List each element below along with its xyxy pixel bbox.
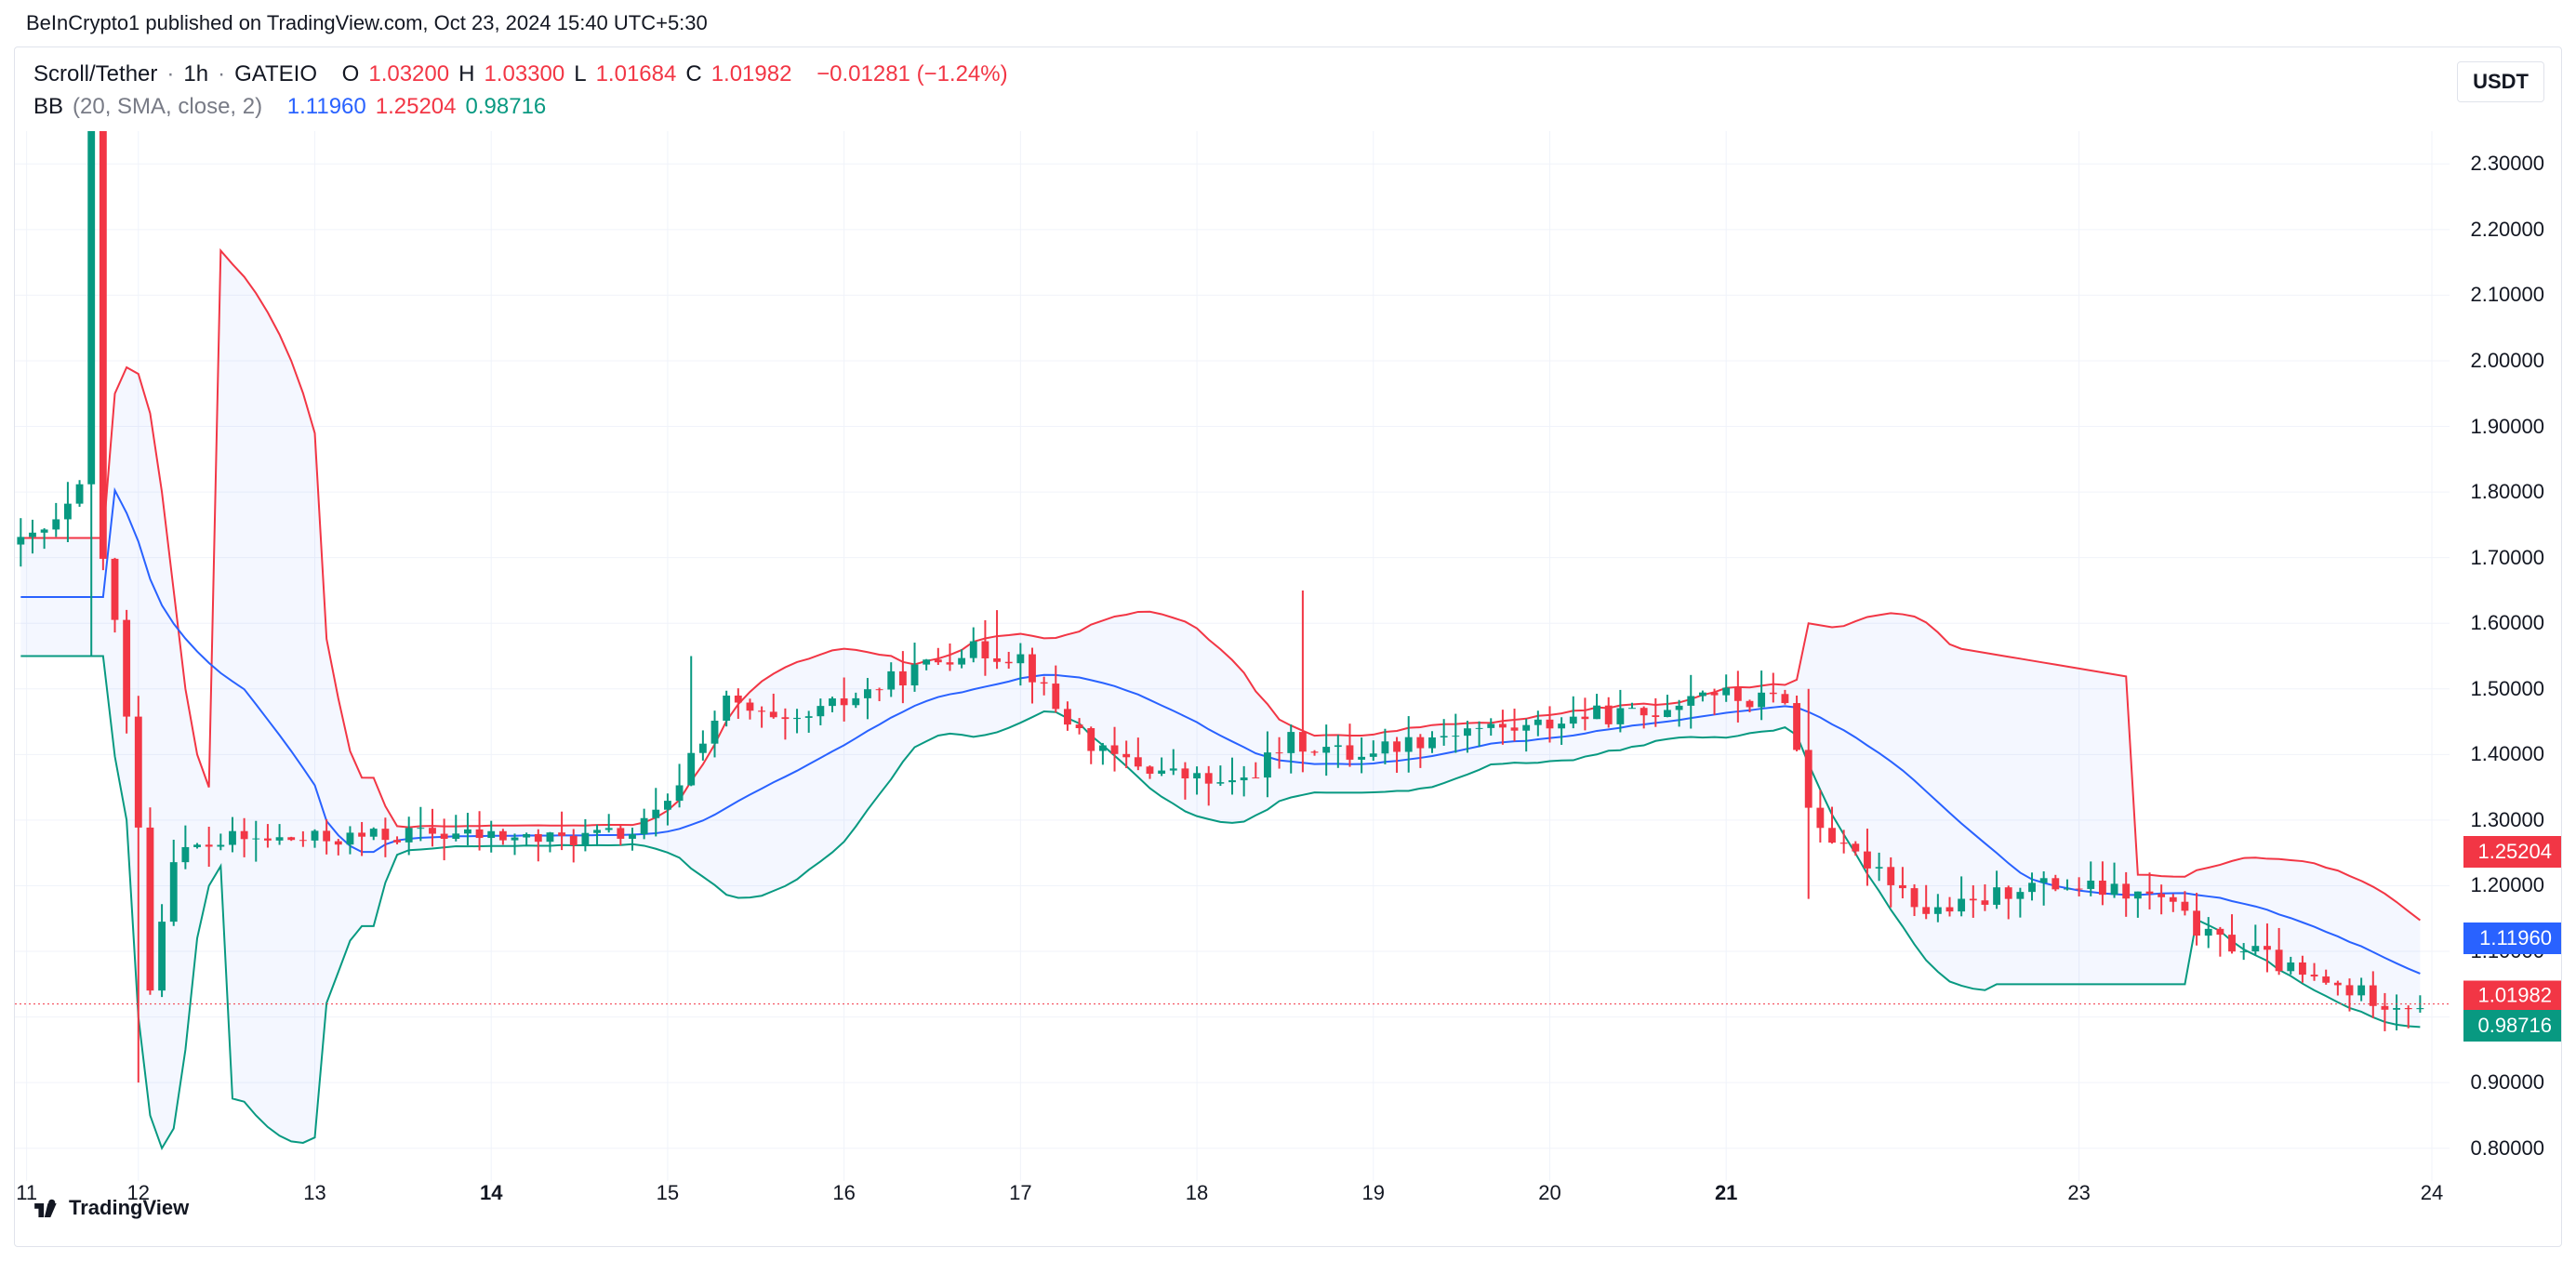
- y-tick: 1.40000: [2470, 742, 2544, 766]
- y-tick: 1.30000: [2470, 808, 2544, 832]
- y-tick: 1.50000: [2470, 677, 2544, 701]
- bb-lower-value: 0.98716: [466, 94, 547, 120]
- y-tick: 2.10000: [2470, 283, 2544, 307]
- x-tick: 17: [1009, 1181, 1031, 1205]
- y-tick: 2.20000: [2470, 218, 2544, 242]
- chart-container[interactable]: Scroll/Tether · 1h · GATEIO O1.03200 H1.…: [14, 46, 2562, 1247]
- attribution: BeInCrypto1 published on TradingView.com…: [26, 11, 708, 35]
- ohlc-o-value: 1.03200: [368, 61, 449, 87]
- bb-mid-value: 1.11960: [287, 94, 366, 120]
- ohlc-o-label: O: [342, 61, 360, 87]
- ohlc-l-label: L: [574, 61, 586, 87]
- x-tick: 19: [1362, 1181, 1385, 1205]
- y-tick: 1.20000: [2470, 873, 2544, 897]
- x-tick: 15: [657, 1181, 679, 1205]
- symbol-info-row: Scroll/Tether · 1h · GATEIO O 1.03200 H 1.…: [33, 61, 1008, 87]
- ohlc-h-label: H: [458, 61, 474, 87]
- y-tick: 1.90000: [2470, 415, 2544, 439]
- quote-currency-badge[interactable]: USDT: [2457, 61, 2544, 102]
- x-tick: 14: [480, 1181, 502, 1205]
- x-tick: 23: [2067, 1181, 2090, 1205]
- price-tag: 1.25204: [2463, 836, 2561, 868]
- ohlc-c-label: C: [685, 61, 701, 87]
- price-tag: 0.98716: [2463, 1010, 2561, 1042]
- ohlc-l-value: 1.01684: [596, 61, 677, 87]
- x-tick: 20: [1538, 1181, 1560, 1205]
- x-tick: 16: [832, 1181, 855, 1205]
- y-tick: 1.70000: [2470, 546, 2544, 570]
- ohlc-h-value: 1.03300: [484, 61, 564, 87]
- price-axis[interactable]: 0.800000.900001.000001.100001.200001.300…: [2450, 131, 2561, 1181]
- y-tick: 0.90000: [2470, 1070, 2544, 1095]
- exchange[interactable]: GATEIO: [234, 61, 317, 87]
- interval[interactable]: 1h: [183, 61, 208, 87]
- x-tick: 13: [303, 1181, 325, 1205]
- indicator-name[interactable]: BB: [33, 94, 63, 120]
- dot-sep: ·: [166, 61, 174, 87]
- price-tag: 1.11960: [2463, 923, 2561, 954]
- dot-sep: ·: [218, 61, 225, 87]
- y-tick: 1.60000: [2470, 611, 2544, 635]
- tv-logo-icon: [33, 1199, 60, 1217]
- tv-logo-text: TradingView: [69, 1196, 189, 1220]
- time-axis[interactable]: 11121314151617181920212324: [15, 1181, 2450, 1218]
- symbol-name[interactable]: Scroll/Tether: [33, 61, 157, 87]
- y-tick: 1.80000: [2470, 480, 2544, 504]
- bb-upper-value: 1.25204: [376, 94, 457, 120]
- indicator-params: (20, SMA, close, 2): [73, 94, 262, 120]
- x-tick: 18: [1186, 1181, 1208, 1205]
- y-tick: 2.00000: [2470, 349, 2544, 373]
- chart-plot[interactable]: [15, 131, 2450, 1181]
- indicator-info-row: BB (20, SMA, close, 2) 1.11960 1.25204 0…: [33, 94, 546, 120]
- y-tick: 2.30000: [2470, 152, 2544, 176]
- y-tick: 0.80000: [2470, 1136, 2544, 1161]
- x-tick: 21: [1715, 1181, 1737, 1205]
- tradingview-logo[interactable]: TradingView: [33, 1196, 189, 1220]
- change-value: −0.01281 (−1.24%): [817, 61, 1008, 87]
- x-tick: 24: [2421, 1181, 2443, 1205]
- ohlc-c-value: 1.01982: [711, 61, 792, 87]
